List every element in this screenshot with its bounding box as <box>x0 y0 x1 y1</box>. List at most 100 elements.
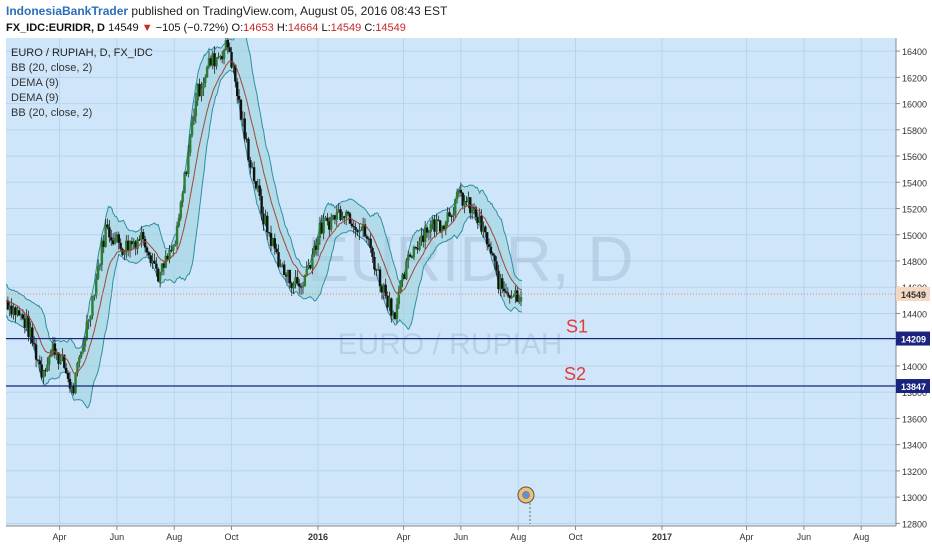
candle <box>346 210 350 216</box>
candle-body <box>17 310 21 316</box>
candle-body <box>444 222 448 230</box>
candle-body <box>341 216 344 220</box>
candle-body <box>162 263 166 268</box>
candle <box>217 52 220 59</box>
candle <box>19 313 23 321</box>
candle <box>457 188 461 198</box>
candle-body <box>104 224 107 247</box>
candle <box>40 356 43 380</box>
candle-body <box>286 269 290 277</box>
price-tag: 13847 <box>896 379 930 394</box>
candle-body <box>136 239 139 249</box>
candle <box>57 352 60 370</box>
candle-body <box>51 343 55 351</box>
candle <box>337 202 340 214</box>
candle-body <box>59 355 62 364</box>
candle <box>44 367 47 377</box>
candle <box>504 283 508 294</box>
candle <box>53 337 57 359</box>
legend-item-bb[interactable]: BB (20, close, 2) <box>11 62 93 74</box>
candle-body <box>157 268 160 282</box>
legend-item-dema[interactable]: DEMA (9) <box>11 77 59 89</box>
candle <box>284 272 288 283</box>
candle-body <box>32 343 36 345</box>
candle <box>517 294 521 305</box>
candle <box>328 216 331 237</box>
candle <box>446 207 449 227</box>
candle <box>482 221 485 238</box>
candle <box>132 238 136 249</box>
legend-item-dema[interactable]: DEMA (9) <box>11 92 59 104</box>
candle-body <box>130 241 134 245</box>
candle <box>209 55 213 67</box>
candle <box>476 212 479 230</box>
author-link[interactable]: IndonesiaBankTrader <box>6 4 129 18</box>
candle-body <box>484 226 487 233</box>
candle <box>401 272 404 288</box>
candle <box>220 50 224 64</box>
candle <box>38 355 42 373</box>
candle-body <box>181 193 184 203</box>
candle-body <box>457 189 461 192</box>
y-tick-label: 13600 <box>902 414 927 424</box>
candle-body <box>179 202 183 218</box>
candle <box>339 205 342 222</box>
candle <box>232 63 235 74</box>
candle-body <box>213 53 216 67</box>
candle-body <box>292 284 295 289</box>
candle-body <box>298 283 301 287</box>
x-tick-label: Jun <box>797 532 812 542</box>
candle-body <box>480 215 483 232</box>
candle-body <box>360 230 363 232</box>
legend-item-bb[interactable]: BB (20, close, 2) <box>11 107 93 119</box>
candle-body <box>427 231 431 233</box>
candle-body <box>508 295 511 299</box>
candle-body <box>81 346 85 352</box>
candle-body <box>230 51 233 68</box>
open-value: 14653 <box>243 22 274 34</box>
price-tag-label: 14549 <box>901 290 926 300</box>
candle-body <box>343 216 346 218</box>
candle <box>247 137 250 163</box>
candle-body <box>375 269 378 271</box>
candle-body <box>322 219 325 234</box>
candle <box>314 238 318 256</box>
candle-body <box>140 232 143 241</box>
candle-body <box>399 280 402 292</box>
candle <box>115 231 119 243</box>
candle <box>55 348 58 361</box>
candle <box>388 291 391 312</box>
x-tick-label: Aug <box>166 532 182 542</box>
candle <box>294 269 297 289</box>
candle <box>64 362 68 374</box>
candle <box>162 261 166 276</box>
candle-body <box>87 320 90 322</box>
candle-body <box>219 56 222 58</box>
candle-body <box>115 234 119 238</box>
candle-body <box>158 271 162 282</box>
candle <box>78 354 81 368</box>
candle <box>140 225 143 248</box>
candle-body <box>204 77 207 84</box>
candle <box>269 225 273 252</box>
candle <box>117 231 120 250</box>
candle <box>405 258 408 281</box>
candle <box>277 244 280 269</box>
y-tick-label: 14400 <box>902 309 927 319</box>
candle <box>102 234 105 254</box>
candle-body <box>282 264 286 276</box>
candle <box>121 247 124 256</box>
candle-body <box>168 249 171 260</box>
candle-body <box>134 241 137 249</box>
candle <box>485 232 489 251</box>
candle-body <box>119 242 122 249</box>
candle <box>79 351 83 359</box>
candle <box>72 383 75 396</box>
candle-body <box>102 240 105 247</box>
candle <box>153 253 156 264</box>
candle <box>181 191 184 208</box>
candle-body <box>243 118 246 139</box>
candle <box>147 250 151 260</box>
candle-body <box>275 248 278 253</box>
